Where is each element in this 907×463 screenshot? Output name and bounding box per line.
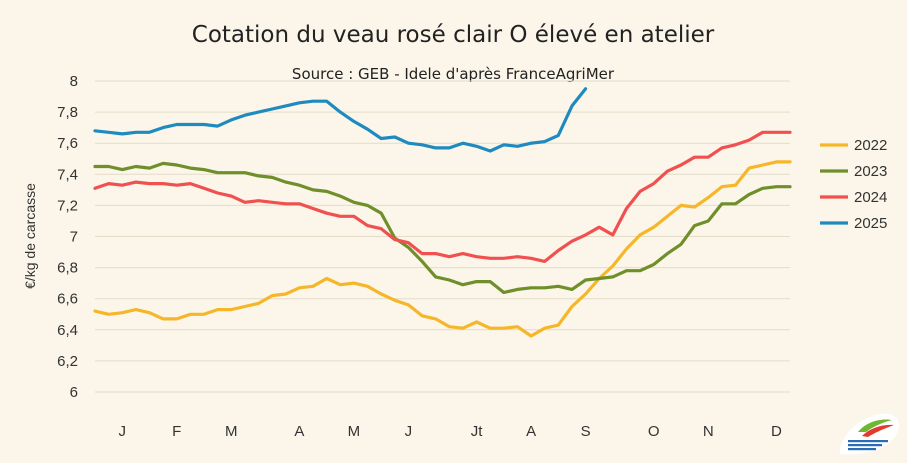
y-tick-label: 6,4: [57, 322, 78, 339]
chart-subtitle: Source : GEB - Idele d'après FranceAgriM…: [292, 65, 615, 83]
legend: 2022 2023 2024 2025: [820, 137, 887, 232]
x-tick-label: J: [405, 423, 413, 440]
y-tick-label: 6,8: [57, 260, 78, 277]
legend-label: 2023: [854, 163, 887, 180]
x-tick-label: F: [172, 423, 181, 440]
series-line-2023: [93, 161, 792, 295]
x-tick-label: A: [526, 423, 536, 440]
x-axis-ticks: J F M A M J Jt A S O N D: [119, 423, 782, 440]
y-axis-label: €/kg de carcasse: [22, 183, 38, 289]
y-tick-label: 7,4: [57, 166, 78, 183]
y-axis-ticks: 8 7,8 7,6 7,4 7,2 7 6,8 6,6 6,4 6,2 6: [57, 73, 78, 401]
y-tick-label: 7,6: [57, 135, 78, 152]
x-tick-label: O: [648, 423, 660, 440]
y-tick-label: 7,2: [57, 197, 78, 214]
x-tick-label: N: [703, 423, 714, 440]
legend-label: 2024: [854, 189, 887, 206]
x-tick-label: A: [294, 423, 304, 440]
legend-label: 2025: [854, 215, 887, 232]
x-tick-label: J: [119, 423, 127, 440]
idele-logo-icon: [839, 413, 900, 455]
y-tick-label: 8: [70, 73, 78, 90]
legend-label: 2022: [854, 137, 887, 154]
x-tick-label: M: [225, 423, 238, 440]
chart-title: Cotation du veau rosé clair O élevé en a…: [192, 22, 715, 48]
y-tick-label: 6,2: [57, 353, 78, 370]
y-tick-label: 6,6: [57, 291, 78, 308]
series-line-2024: [93, 130, 792, 263]
y-tick-label: 7: [70, 229, 78, 246]
series-line-2022: [93, 160, 792, 338]
series-line-2025: [93, 87, 588, 153]
x-tick-label: Jt: [471, 423, 484, 440]
y-tick-label: 7,8: [57, 104, 78, 121]
x-tick-label: M: [348, 423, 361, 440]
x-tick-label: S: [581, 423, 591, 440]
gridlines: [95, 80, 790, 393]
y-tick-label: 6: [70, 384, 78, 401]
x-tick-label: D: [771, 423, 782, 440]
series-lines: [93, 87, 792, 338]
